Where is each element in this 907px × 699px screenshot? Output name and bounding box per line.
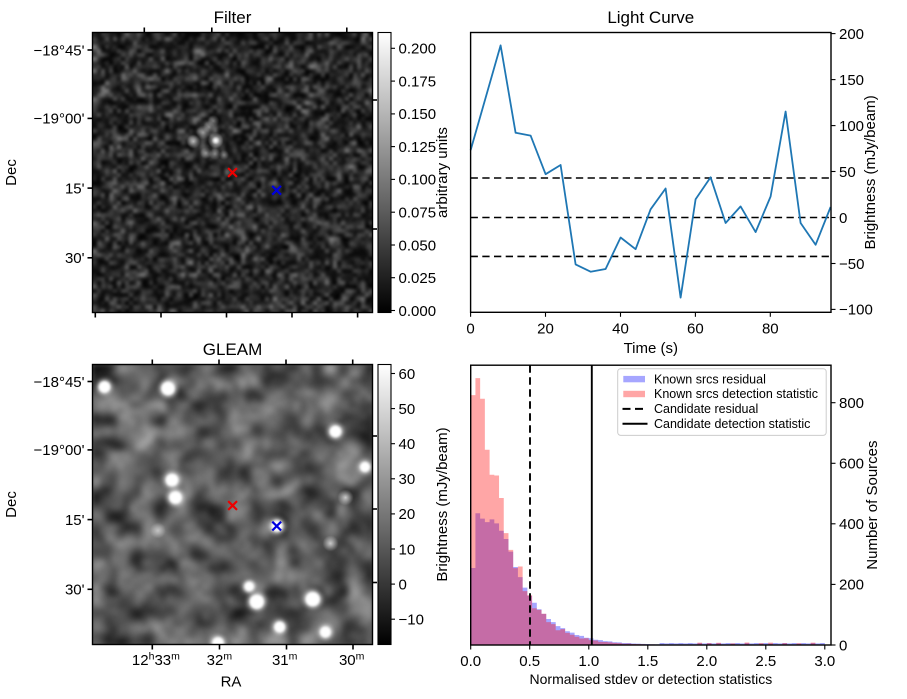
svg-text:0.075: 0.075 xyxy=(399,205,437,222)
svg-text:50: 50 xyxy=(399,401,416,418)
svg-text:12h33m: 12h33m xyxy=(132,651,180,670)
svg-text:3.0: 3.0 xyxy=(814,653,835,670)
svg-text:40: 40 xyxy=(612,321,629,338)
svg-text:0: 0 xyxy=(839,210,847,227)
svg-text:30m: 30m xyxy=(339,651,365,670)
svg-text:GLEAM: GLEAM xyxy=(203,340,263,359)
svg-text:0: 0 xyxy=(839,637,847,654)
svg-text:Dec: Dec xyxy=(3,491,20,518)
svg-text:Brightness (mJy/beam): Brightness (mJy/beam) xyxy=(862,95,879,249)
svg-text:−100: −100 xyxy=(839,302,873,319)
svg-text:100: 100 xyxy=(839,118,864,135)
svg-text:20: 20 xyxy=(537,321,554,338)
svg-text:40: 40 xyxy=(399,436,416,453)
svg-text:0.050: 0.050 xyxy=(399,237,437,254)
svg-text:200: 200 xyxy=(839,577,864,594)
svg-text:0.025: 0.025 xyxy=(399,270,437,287)
svg-text:Known srcs detection statistic: Known srcs detection statistic xyxy=(654,387,818,401)
svg-text:30': 30' xyxy=(65,250,85,267)
svg-text:0.150: 0.150 xyxy=(399,106,437,123)
svg-text:Light Curve: Light Curve xyxy=(607,8,694,27)
svg-text:0.000: 0.000 xyxy=(399,303,437,320)
svg-text:−50: −50 xyxy=(839,256,864,273)
svg-text:0.175: 0.175 xyxy=(399,73,437,90)
svg-text:31m: 31m xyxy=(272,651,298,670)
svg-text:32m: 32m xyxy=(207,651,233,670)
svg-text:20: 20 xyxy=(399,506,416,523)
svg-text:Time (s): Time (s) xyxy=(624,340,678,357)
svg-text:arbitrary units: arbitrary units xyxy=(434,127,451,218)
svg-text:Filter: Filter xyxy=(214,8,252,27)
svg-text:−18°45': −18°45' xyxy=(34,42,85,59)
svg-text:0.200: 0.200 xyxy=(399,41,437,58)
svg-text:−19°00': −19°00' xyxy=(34,111,85,128)
svg-text:RA: RA xyxy=(221,674,242,691)
svg-text:0.125: 0.125 xyxy=(399,139,437,156)
svg-text:2.0: 2.0 xyxy=(696,653,717,670)
svg-text:Normalised stdev or detection: Normalised stdev or detection statistics xyxy=(530,671,773,687)
svg-text:15': 15' xyxy=(65,180,85,197)
svg-text:30': 30' xyxy=(65,582,85,599)
svg-text:Number of Sources: Number of Sources xyxy=(864,440,881,569)
svg-text:0: 0 xyxy=(399,576,407,593)
svg-text:200: 200 xyxy=(839,26,864,43)
svg-text:60: 60 xyxy=(399,366,416,383)
svg-text:0.100: 0.100 xyxy=(399,172,437,189)
svg-text:50: 50 xyxy=(839,164,856,181)
svg-text:15': 15' xyxy=(65,512,85,529)
svg-text:1.5: 1.5 xyxy=(637,653,658,670)
svg-text:600: 600 xyxy=(839,456,864,473)
svg-text:30: 30 xyxy=(399,471,416,488)
svg-text:−10: −10 xyxy=(399,612,424,629)
svg-text:0.5: 0.5 xyxy=(519,653,540,670)
svg-text:80: 80 xyxy=(762,321,779,338)
svg-text:800: 800 xyxy=(839,395,864,412)
svg-text:1.0: 1.0 xyxy=(578,653,599,670)
svg-text:Candidate residual: Candidate residual xyxy=(654,402,758,416)
svg-text:−19°00': −19°00' xyxy=(34,442,85,459)
svg-text:−18°45': −18°45' xyxy=(34,374,85,391)
svg-text:150: 150 xyxy=(839,72,864,89)
svg-text:Candidate detection statistic: Candidate detection statistic xyxy=(654,417,810,431)
svg-text:2.5: 2.5 xyxy=(755,653,776,670)
svg-text:Known srcs residual: Known srcs residual xyxy=(654,372,766,386)
svg-text:400: 400 xyxy=(839,516,864,533)
svg-text:0: 0 xyxy=(466,321,474,338)
svg-text:60: 60 xyxy=(687,321,704,338)
svg-text:0.0: 0.0 xyxy=(460,653,481,670)
svg-text:Brightness (mJy/beam): Brightness (mJy/beam) xyxy=(434,427,451,581)
svg-text:10: 10 xyxy=(399,541,416,558)
svg-text:Dec: Dec xyxy=(3,159,20,186)
